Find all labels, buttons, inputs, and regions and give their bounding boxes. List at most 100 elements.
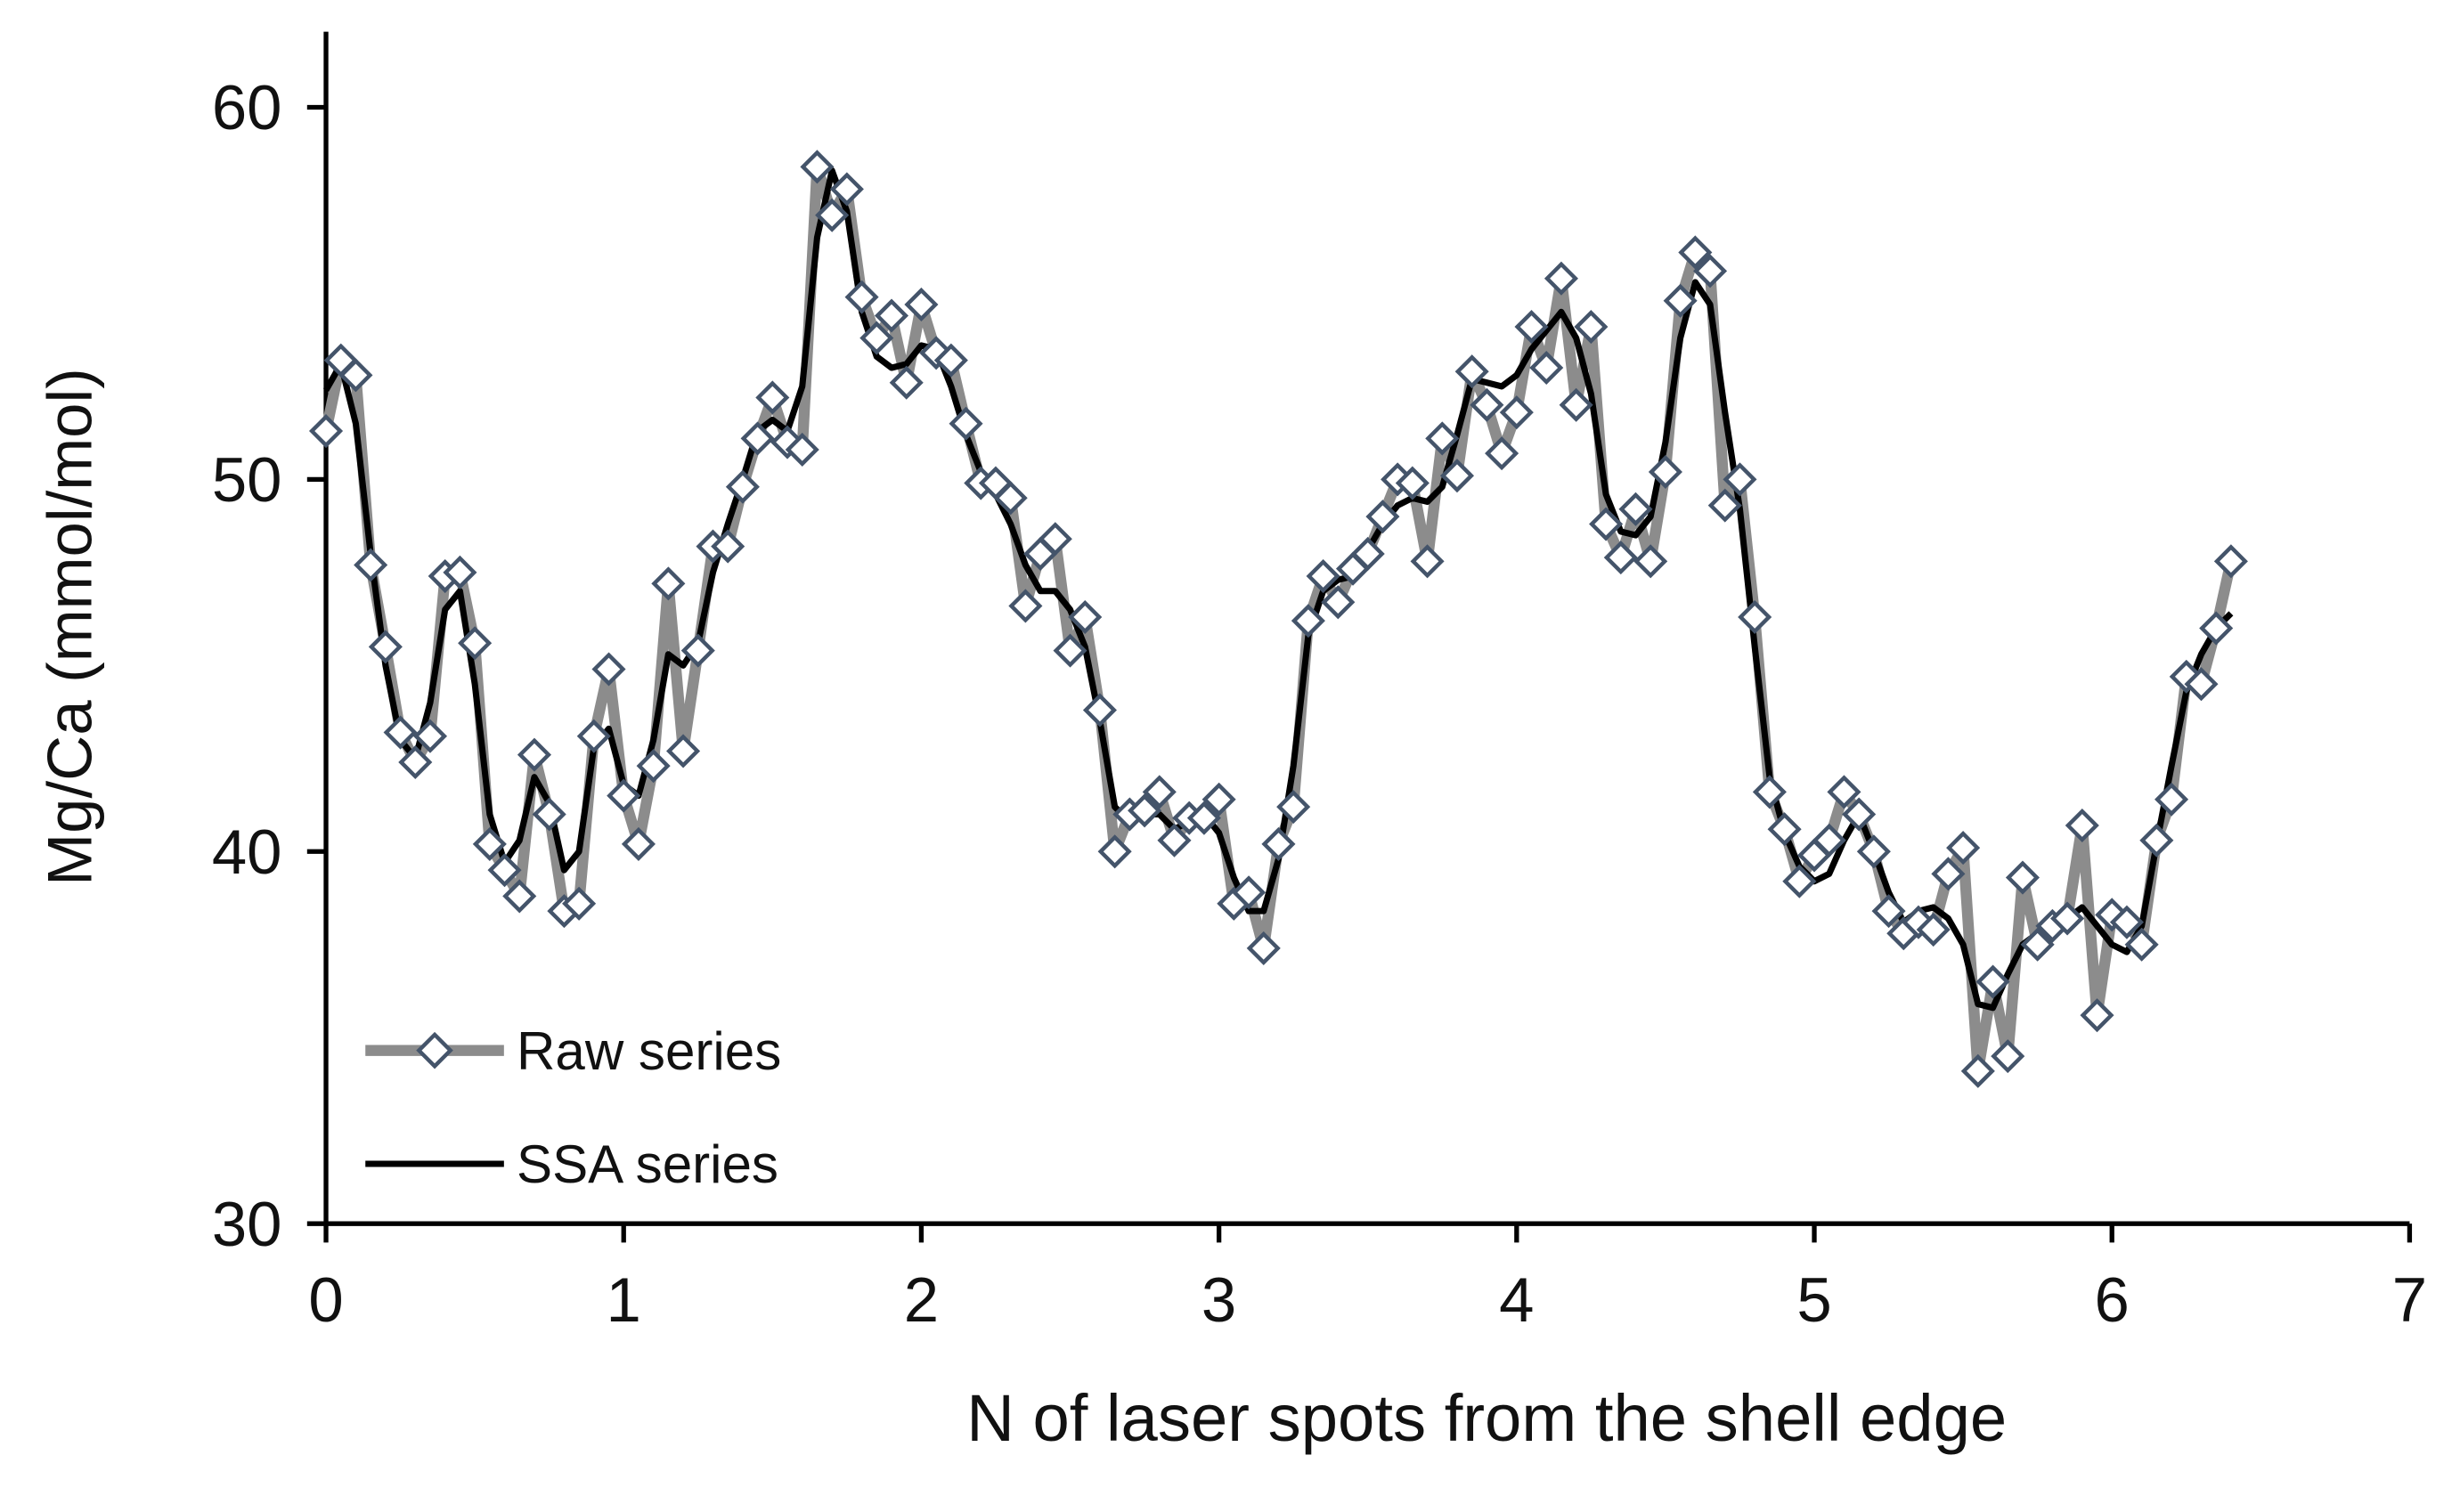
data-point: [458, 626, 493, 661]
data-point: [562, 886, 597, 921]
data-point: [621, 826, 656, 861]
data-point: [1723, 462, 1757, 497]
data-point: [1767, 812, 1802, 847]
data-point: [2139, 823, 2174, 858]
data-point: [1499, 395, 1534, 430]
data-point: [874, 298, 909, 333]
data-point: [2199, 611, 2234, 646]
y-tick-label: 60: [212, 72, 282, 142]
data-point: [815, 198, 850, 232]
data-point: [666, 734, 701, 768]
y-tick-label: 50: [212, 444, 282, 515]
data-point: [1975, 964, 2010, 999]
data-point: [576, 719, 611, 753]
data-point: [1633, 544, 1668, 579]
data-point: [1350, 536, 1385, 571]
data-point: [1186, 801, 1221, 835]
data-point: [1365, 500, 1400, 534]
data-point: [1960, 1053, 1995, 1088]
data-point: [338, 358, 373, 393]
data-point: [651, 566, 686, 601]
data-point: [1128, 793, 1162, 828]
data-point: [904, 287, 939, 322]
data-point: [308, 414, 344, 449]
legend-label: SSA series: [517, 1134, 778, 1194]
data-point: [2155, 782, 2189, 817]
x-tick-label: 0: [308, 1264, 343, 1335]
data-point: [1485, 436, 1519, 471]
data-point: [1916, 912, 1951, 947]
data-point: [889, 365, 924, 400]
data-point: [1663, 283, 1698, 318]
data-point: [1931, 857, 1966, 891]
data-point: [1752, 775, 1787, 809]
x-tick-label: 2: [904, 1264, 939, 1335]
data-point: [2213, 544, 2248, 579]
data-point: [2109, 905, 2144, 939]
y-tick-label: 40: [212, 817, 282, 887]
data-point: [1306, 558, 1340, 594]
data-point: [1707, 488, 1742, 523]
data-point: [1053, 633, 1087, 668]
data-point: [725, 469, 760, 504]
data-point: [1827, 775, 1861, 809]
data-point: [859, 321, 894, 355]
data-point: [785, 432, 819, 467]
y-tick-label: 30: [212, 1189, 282, 1259]
data-point: [1395, 466, 1430, 500]
data-point: [1782, 864, 1817, 898]
data-point: [1246, 931, 1281, 965]
data-point: [1008, 589, 1043, 623]
x-axis-title: N of laser spots from the shell edge: [966, 1381, 2007, 1455]
data-point: [933, 343, 968, 378]
data-point: [1038, 522, 1072, 557]
data-point: [1603, 541, 1638, 575]
data-point: [607, 778, 641, 813]
data-point: [1856, 834, 1891, 869]
data-point: [517, 737, 552, 772]
data-point: [2005, 860, 2040, 895]
data-point: [1574, 310, 1609, 345]
data-point: [383, 715, 418, 750]
data-point: [1142, 775, 1177, 809]
data-point: [2184, 667, 2219, 702]
y-axis-title: Mg/Ca (mmol/mol): [35, 368, 105, 885]
data-point: [636, 749, 671, 784]
data-point: [1648, 454, 1682, 490]
series-line: [320, 161, 2236, 1077]
data-point: [1812, 823, 1846, 858]
data-point: [502, 879, 537, 914]
data-point: [1693, 254, 1728, 289]
x-tick-label: 3: [1201, 1264, 1236, 1335]
data-point: [1678, 235, 1713, 270]
legend-marker: [416, 1031, 453, 1069]
data-point: [993, 481, 1028, 516]
data-point: [1201, 782, 1236, 817]
data-point: [412, 719, 448, 753]
data-point: [1276, 790, 1311, 825]
data-point: [1544, 261, 1578, 296]
x-tick-label: 7: [2392, 1264, 2427, 1335]
data-point: [1470, 387, 1504, 422]
legend-label: Raw series: [517, 1021, 781, 1081]
x-tick-label: 4: [1499, 1264, 1534, 1335]
x-tick-label: 6: [2095, 1264, 2130, 1335]
data-point: [1454, 354, 1489, 389]
data-point: [1842, 797, 1877, 832]
data-point: [2020, 927, 2055, 962]
data-point: [740, 421, 775, 456]
data-point: [1291, 604, 1325, 638]
data-point: [2050, 901, 2085, 936]
data-point: [680, 633, 715, 668]
data-point: [1618, 492, 1653, 526]
data-point: [2065, 808, 2099, 843]
data-point: [1232, 875, 1267, 910]
data-point: [1529, 350, 1564, 386]
data-point: [368, 630, 403, 664]
data-point: [1068, 599, 1103, 635]
data-point: [1261, 826, 1296, 861]
data-point: [1097, 834, 1132, 869]
data-point: [829, 172, 864, 207]
